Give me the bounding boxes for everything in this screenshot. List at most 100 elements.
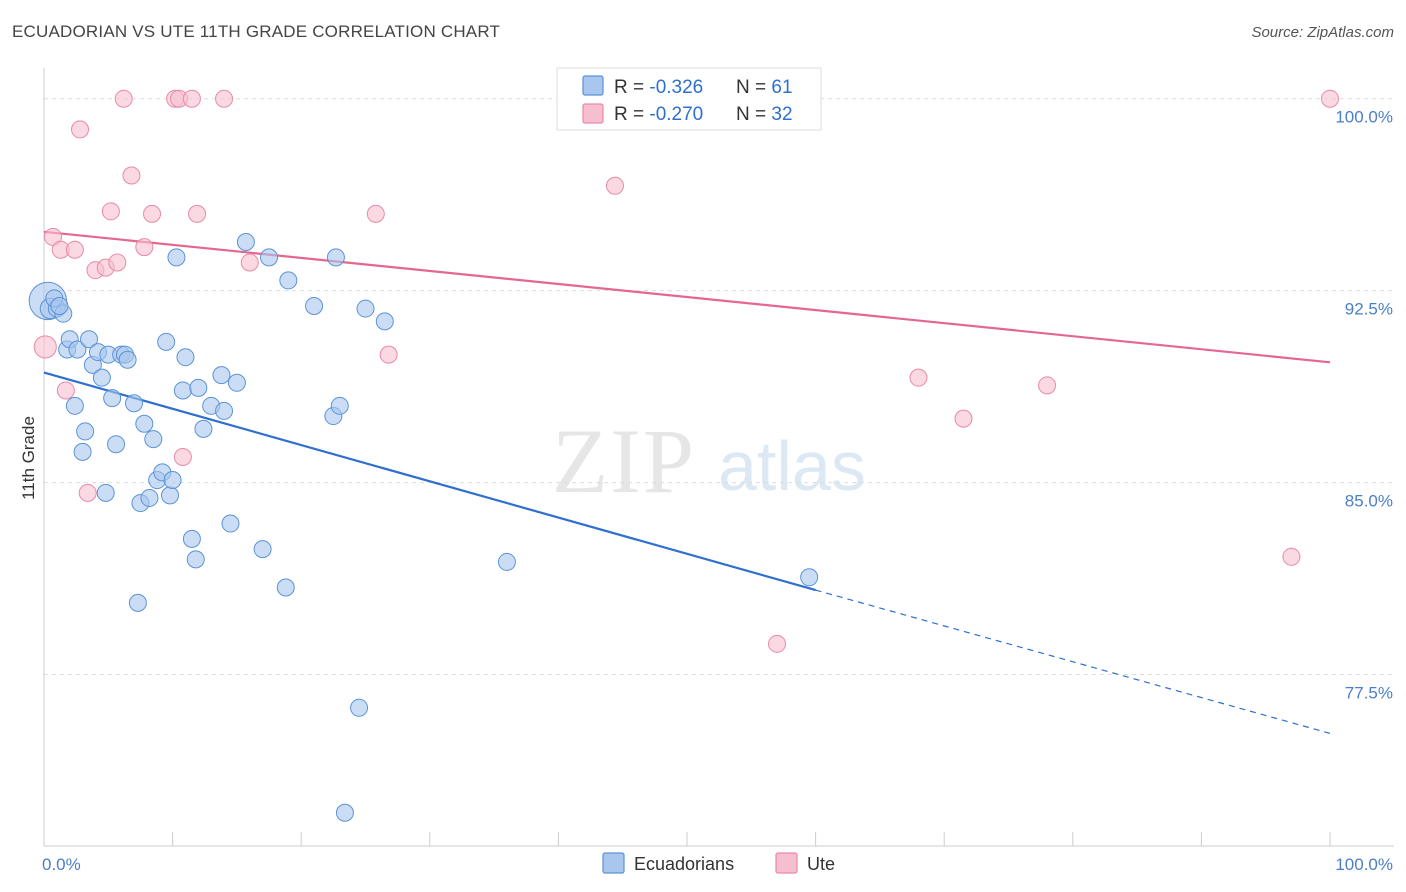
point-blue (186, 550, 205, 569)
y-tick-label: 92.5% (1345, 300, 1393, 319)
point-pink (215, 89, 234, 108)
point-pink (379, 345, 398, 364)
series-legend: Ecuadorians Ute (602, 852, 835, 874)
point-pink (173, 448, 192, 466)
point-blue (73, 442, 92, 461)
point-pink (135, 238, 154, 257)
point-pink (1282, 547, 1301, 566)
trend-line-blue (43, 371, 816, 592)
point-pink (182, 89, 201, 108)
point-pink (78, 483, 97, 502)
point-blue (135, 414, 154, 433)
point-blue (125, 394, 144, 413)
point-blue (227, 373, 246, 392)
legend-r-value-2: -0.270 (649, 104, 703, 125)
point-blue (128, 593, 147, 612)
point-blue (118, 350, 137, 369)
bottom-legend-label-ecuadorians: Ecuadorians (634, 854, 734, 874)
point-blue (140, 488, 159, 507)
axes (43, 68, 1394, 847)
legend-r-label-1: R = (614, 77, 649, 98)
legend-r-value-1: -0.326 (649, 77, 703, 98)
point-blue (253, 540, 272, 559)
source-label: Source: ZipAtlas.com (1251, 24, 1394, 41)
point-blue (68, 340, 87, 359)
point-pink (954, 409, 973, 428)
point-blue (107, 435, 126, 454)
trend-lines (43, 230, 1331, 734)
trend-line-pink (43, 230, 1331, 364)
y-tick-label: 77.5% (1345, 684, 1393, 703)
point-blue (330, 396, 349, 415)
point-blue (103, 389, 122, 408)
point-blue (65, 396, 84, 415)
x-tick-label: 0.0% (42, 855, 81, 874)
point-blue (76, 422, 95, 441)
point-blue (326, 248, 345, 267)
bottom-legend-swatch-ute (775, 852, 798, 874)
point-blue (50, 297, 69, 316)
point-pink (108, 253, 127, 272)
point-blue (335, 803, 354, 822)
grid-lines (44, 98, 1394, 676)
point-blue (161, 486, 180, 505)
chart-title: ECUADORIAN VS UTE 11TH GRADE CORRELATION… (12, 22, 501, 41)
legend-swatch-blue (582, 75, 604, 96)
legend-n-value-1: 61 (771, 77, 792, 98)
point-blue (176, 348, 195, 367)
point-pink (605, 176, 624, 195)
x-tick-label: 100.0% (1335, 855, 1393, 874)
point-blue (163, 471, 182, 490)
legend-r-label-2: R = (614, 104, 649, 125)
y-tick-labels: 100.0% 92.5% 85.0% 77.5% (1335, 108, 1393, 703)
point-pink (188, 204, 207, 223)
point-pink (56, 381, 75, 400)
bottom-legend-label-ute: Ute (807, 854, 835, 874)
point-pink (33, 335, 57, 359)
correlation-legend: R = -0.326 N = 61 R = -0.270 N = 32 (556, 67, 822, 131)
series-ute (33, 89, 1339, 653)
point-blue (212, 366, 231, 385)
series-ecuadorians (28, 233, 819, 822)
point-blue (260, 248, 279, 267)
point-pink (240, 253, 259, 272)
point-blue (157, 332, 176, 351)
point-blue (194, 419, 213, 438)
svg-text:R = -0.326: R = -0.326 (614, 77, 703, 98)
watermark-zip: ZIP (552, 410, 696, 512)
point-pink (909, 368, 928, 387)
y-axis-title: 11th Grade (19, 416, 38, 500)
point-blue (173, 381, 192, 400)
point-pink (366, 204, 385, 223)
point-pink (143, 204, 162, 223)
point-blue (182, 529, 201, 548)
y-tick-label: 100.0% (1335, 108, 1393, 127)
point-pink (1321, 89, 1339, 108)
point-pink (114, 89, 133, 108)
point-blue (80, 330, 99, 349)
point-blue (800, 568, 819, 587)
point-blue (215, 401, 234, 420)
point-blue (221, 514, 240, 533)
x-tick-labels: 0.0% 100.0% (42, 855, 1393, 874)
point-pink (101, 202, 120, 221)
point-blue (356, 299, 375, 318)
x-ticks (43, 832, 1331, 846)
legend-n-value-2: 32 (771, 104, 792, 125)
point-blue (167, 248, 186, 267)
point-pink (122, 166, 141, 185)
point-blue (144, 430, 163, 449)
svg-text:N = 32: N = 32 (736, 104, 793, 125)
point-blue (189, 378, 208, 397)
point-pink (1038, 376, 1057, 395)
point-pink (768, 634, 787, 653)
point-blue (497, 552, 516, 571)
legend-swatch-pink (582, 103, 604, 124)
point-blue (375, 312, 394, 331)
svg-text:N = 61: N = 61 (736, 77, 793, 98)
point-blue (96, 483, 115, 502)
y-tick-label: 85.0% (1345, 492, 1393, 511)
point-blue (236, 233, 255, 252)
data-points (28, 89, 1339, 822)
